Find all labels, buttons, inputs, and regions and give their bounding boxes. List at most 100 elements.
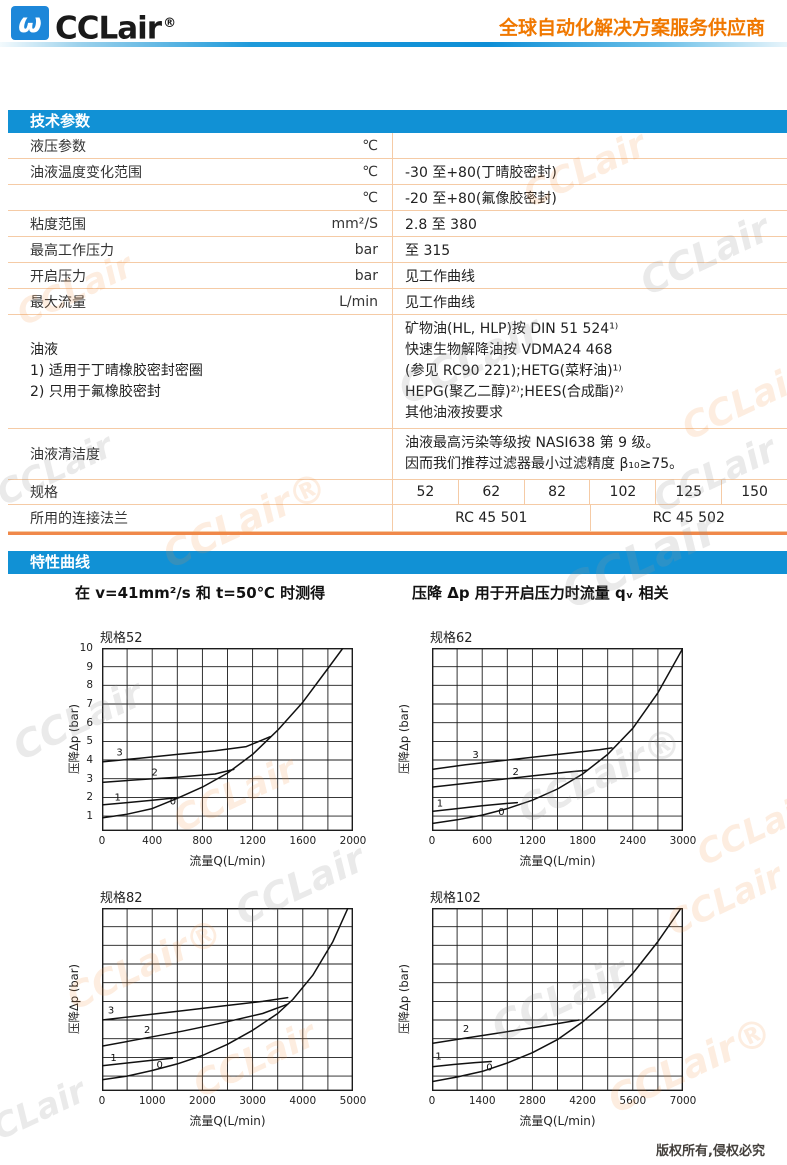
x-tick-label: 3000 [239,1095,266,1107]
x-axis-ticks: 0 600 1200 1800 2400 3000 [428,835,697,849]
param-label: 规格 [30,485,58,501]
param-label: 液压参数 [30,138,86,155]
cclair-logo-text: CCLair ® [55,6,176,47]
param-unit: bar [354,241,378,258]
param-value: 至 315 [392,237,787,262]
x-tick-label: 1800 [569,835,596,847]
param-value: 见工作曲线 [392,263,787,288]
section-title-characteristic-curves: 特性曲线 [8,551,787,574]
header-slogan: 全球自动化解决方案服务供应商 [498,17,765,39]
x-tick-label: 1400 [468,1095,496,1107]
x-tick-label: 5600 [619,1095,647,1107]
header-divider [0,42,787,47]
x-axis-ticks: 0 400 800 1200 1600 2000 [98,835,367,849]
pressure-drop-note: 压降 Δp 用于开启压力时流量 qᵥ 相关 [412,584,669,602]
y-axis-ticks: 1 2 3 4 5 6 7 8 9 10 [60,642,98,831]
y-tick-label: 2 [86,791,93,804]
svg-text:0: 0 [498,807,504,818]
param-label: 油液清洁度 [30,447,100,463]
size-value: 52 [393,480,459,504]
svg-text:2: 2 [144,1025,150,1036]
flange-value: RC 45 502 [652,510,725,526]
param-label: 粘度范围 [30,216,86,233]
svg-text:3: 3 [472,750,478,761]
param-label: 油液温度变化范围 [30,164,142,181]
param-unit: ℃ [362,163,378,180]
table-row-flange: 所用的连接法兰 RC 45 501 RC 45 502 [8,505,787,532]
y-tick-label: 5 [86,735,93,748]
param-value: -30 至+80(丁晴胶密封) [392,159,787,184]
cleanliness-value: 油液最高污染等级按 NASI638 第 9 级。 因而我们推荐过滤器最小过滤精度… [392,429,787,479]
x-tick-label: 600 [472,835,493,847]
x-tick-label: 400 [142,835,163,847]
table-row-oil: 油液 1) 适用于丁晴橡胶密封密圈 2) 只用于氟橡胶密封 矿物油(HL, HL… [8,315,787,429]
y-tick-label: 3 [86,772,93,785]
size-value: 82 [525,480,591,504]
x-tick-label: 0 [428,1095,436,1107]
copyright-notice: 版权所有,侵权必究 [656,1144,765,1159]
param-unit: ℃ [362,137,378,154]
x-tick-label: 800 [192,835,213,847]
table-row: ℃ -20 至+80(氟像胶密封) [8,185,787,211]
y-tick-label: 4 [86,754,93,767]
table-bottom-border [8,532,787,535]
x-axis-label: 流量Q(L/min) [189,1114,266,1128]
x-axis-label: 流量Q(L/min) [519,1114,596,1128]
chart-title: 规格82 [100,891,143,906]
svg-text:1: 1 [437,799,443,810]
y-axis-ticks [390,908,428,1091]
table-row-cleanliness: 油液清洁度 油液最高污染等级按 NASI638 第 9 级。 因而我们推荐过滤器… [8,429,787,480]
x-tick-label: 1200 [519,835,546,847]
y-tick-label: 1 [86,810,93,823]
svg-text:3: 3 [116,747,122,758]
y-axis-ticks [60,908,98,1091]
x-tick-label: 0 [98,835,106,847]
table-row: 粘度范围 mm²/S 2.8 至 380 [8,211,787,237]
size-value: 125 [656,480,723,504]
param-label: 最大流量 [30,294,86,311]
table-row: 最大流量 L/min 见工作曲线 [8,289,787,315]
svg-text:2: 2 [463,1024,469,1035]
chart-title: 规格102 [430,891,481,906]
svg-text:0: 0 [170,797,176,808]
x-tick-label: 2800 [519,1095,546,1107]
table-row: 液压参数 ℃ [8,133,787,159]
table-row: 最高工作压力 bar 至 315 [8,237,787,263]
x-tick-label: 0 [428,835,436,847]
table-row: 油液温度变化范围 ℃ -30 至+80(丁晴胶密封) [8,159,787,185]
param-unit: bar [354,267,378,284]
x-tick-label: 3000 [669,835,697,847]
param-value: 见工作曲线 [392,289,787,314]
x-tick-label: 4000 [289,1095,317,1107]
param-unit: ℃ [362,189,378,206]
chart-plot: 0 1 2 3 [102,648,353,831]
svg-text:2: 2 [152,767,158,778]
param-value [392,133,787,158]
svg-text:1: 1 [115,793,121,804]
chart-plot: 0 1 2 [432,908,683,1091]
y-tick-label: 8 [86,679,93,692]
svg-text:2: 2 [513,767,519,778]
table-row-sizes: 规格 52 62 82 102 125 150 [8,480,787,505]
param-label: 所用的连接法兰 [30,511,128,527]
table-row: 开启压力 bar 见工作曲线 [8,263,787,289]
x-tick-label: 2400 [619,835,647,847]
size-value: 150 [741,484,768,500]
measurement-condition-note: 在 v=41mm²/s 和 t=50℃ 时测得 [75,584,326,602]
chart-plot: 0 1 2 3 [432,648,683,831]
x-axis-label: 流量Q(L/min) [519,854,596,868]
x-tick-label: 2000 [339,835,367,847]
param-label: 开启压力 [30,268,86,285]
svg-text:0: 0 [157,1060,163,1071]
y-tick-label: 7 [86,698,93,711]
flange-value: RC 45 501 [393,505,591,531]
x-axis-label: 流量Q(L/min) [189,854,266,868]
logo-wordmark: CCLair [55,10,162,47]
param-unit: L/min [339,293,378,310]
x-tick-label: 0 [98,1095,106,1107]
cclair-logo: ω CCLair ® [11,6,176,47]
